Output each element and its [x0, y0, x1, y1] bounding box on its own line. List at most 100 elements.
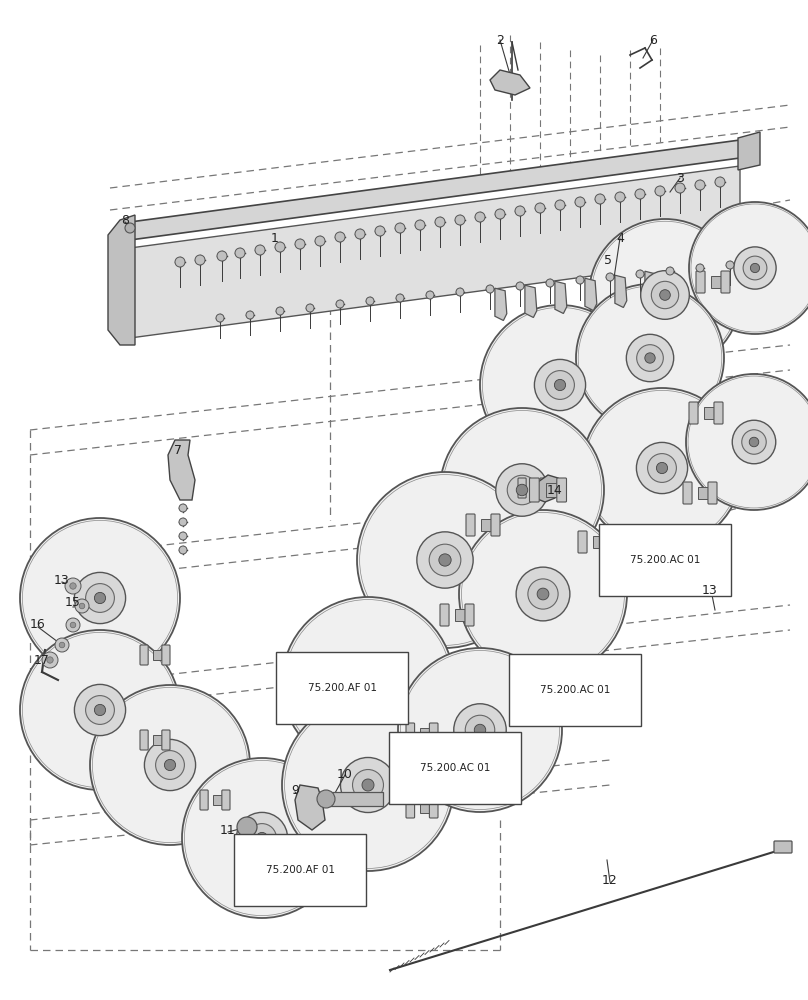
Circle shape: [637, 345, 663, 371]
Bar: [213, 795, 229, 805]
Circle shape: [659, 290, 671, 300]
FancyBboxPatch shape: [774, 841, 792, 853]
Circle shape: [647, 454, 676, 482]
Text: 75.200.AC 01: 75.200.AC 01: [420, 763, 490, 773]
FancyBboxPatch shape: [721, 271, 730, 293]
Polygon shape: [108, 215, 135, 345]
FancyBboxPatch shape: [540, 478, 548, 498]
FancyBboxPatch shape: [683, 482, 692, 504]
Circle shape: [656, 462, 667, 474]
Bar: [546, 483, 566, 497]
Circle shape: [439, 554, 451, 566]
FancyBboxPatch shape: [406, 723, 415, 743]
Text: 6: 6: [649, 33, 657, 46]
Circle shape: [582, 388, 742, 548]
Circle shape: [666, 267, 674, 275]
Polygon shape: [490, 70, 530, 95]
Circle shape: [125, 223, 135, 233]
Circle shape: [576, 284, 724, 432]
Circle shape: [516, 484, 528, 496]
Circle shape: [20, 630, 180, 790]
Polygon shape: [525, 285, 537, 318]
Circle shape: [282, 699, 454, 871]
Bar: [481, 519, 499, 531]
Polygon shape: [494, 288, 507, 320]
Text: 15: 15: [65, 596, 81, 609]
Circle shape: [396, 294, 404, 302]
Circle shape: [426, 291, 434, 299]
Circle shape: [751, 263, 760, 273]
Circle shape: [295, 239, 305, 249]
Circle shape: [696, 264, 704, 272]
Circle shape: [164, 759, 175, 771]
Circle shape: [256, 832, 267, 844]
FancyBboxPatch shape: [603, 531, 612, 553]
Bar: [593, 536, 611, 548]
Polygon shape: [585, 278, 597, 310]
Circle shape: [496, 464, 549, 516]
Polygon shape: [645, 271, 657, 304]
Polygon shape: [535, 475, 558, 502]
Circle shape: [65, 578, 81, 594]
Text: 14: 14: [547, 484, 563, 496]
Circle shape: [42, 652, 58, 668]
Text: 7: 7: [174, 444, 182, 456]
Circle shape: [546, 279, 554, 287]
Circle shape: [554, 379, 566, 391]
FancyBboxPatch shape: [578, 531, 587, 553]
Polygon shape: [615, 275, 627, 308]
Polygon shape: [168, 440, 195, 500]
Circle shape: [576, 276, 584, 284]
Circle shape: [589, 219, 741, 371]
Circle shape: [195, 255, 205, 265]
Circle shape: [474, 724, 486, 736]
Circle shape: [495, 209, 505, 219]
Text: 13: 13: [54, 574, 69, 586]
Circle shape: [336, 300, 344, 308]
Circle shape: [246, 311, 254, 319]
Bar: [532, 483, 547, 493]
Bar: [704, 407, 722, 419]
FancyBboxPatch shape: [429, 723, 438, 743]
Polygon shape: [130, 140, 740, 240]
Circle shape: [645, 353, 655, 363]
Circle shape: [626, 334, 674, 382]
Circle shape: [651, 281, 679, 309]
FancyBboxPatch shape: [440, 604, 449, 626]
Circle shape: [516, 567, 570, 621]
Bar: [455, 609, 473, 621]
Circle shape: [69, 583, 76, 589]
Circle shape: [70, 622, 76, 628]
Circle shape: [702, 583, 710, 591]
Circle shape: [545, 371, 574, 399]
Circle shape: [362, 677, 374, 689]
Circle shape: [95, 704, 106, 716]
Circle shape: [179, 504, 187, 512]
FancyBboxPatch shape: [491, 514, 500, 536]
Text: 3: 3: [676, 172, 684, 184]
Text: 75.200.AF 01: 75.200.AF 01: [308, 683, 377, 693]
Circle shape: [507, 475, 537, 505]
Circle shape: [395, 223, 405, 233]
Circle shape: [726, 261, 734, 269]
Circle shape: [74, 684, 125, 736]
FancyBboxPatch shape: [429, 798, 438, 818]
Circle shape: [217, 251, 227, 261]
Circle shape: [247, 824, 276, 852]
FancyBboxPatch shape: [406, 798, 415, 818]
Circle shape: [465, 715, 494, 745]
Circle shape: [216, 314, 224, 322]
Text: 75.200.AF 01: 75.200.AF 01: [266, 865, 335, 875]
Circle shape: [175, 257, 185, 267]
Circle shape: [179, 532, 187, 540]
Circle shape: [537, 588, 549, 600]
Circle shape: [75, 599, 89, 613]
Circle shape: [366, 297, 374, 305]
FancyBboxPatch shape: [696, 271, 705, 293]
Circle shape: [606, 273, 614, 281]
Circle shape: [455, 215, 465, 225]
Circle shape: [340, 655, 396, 711]
Circle shape: [480, 305, 640, 465]
Circle shape: [636, 270, 644, 278]
Circle shape: [179, 546, 187, 554]
